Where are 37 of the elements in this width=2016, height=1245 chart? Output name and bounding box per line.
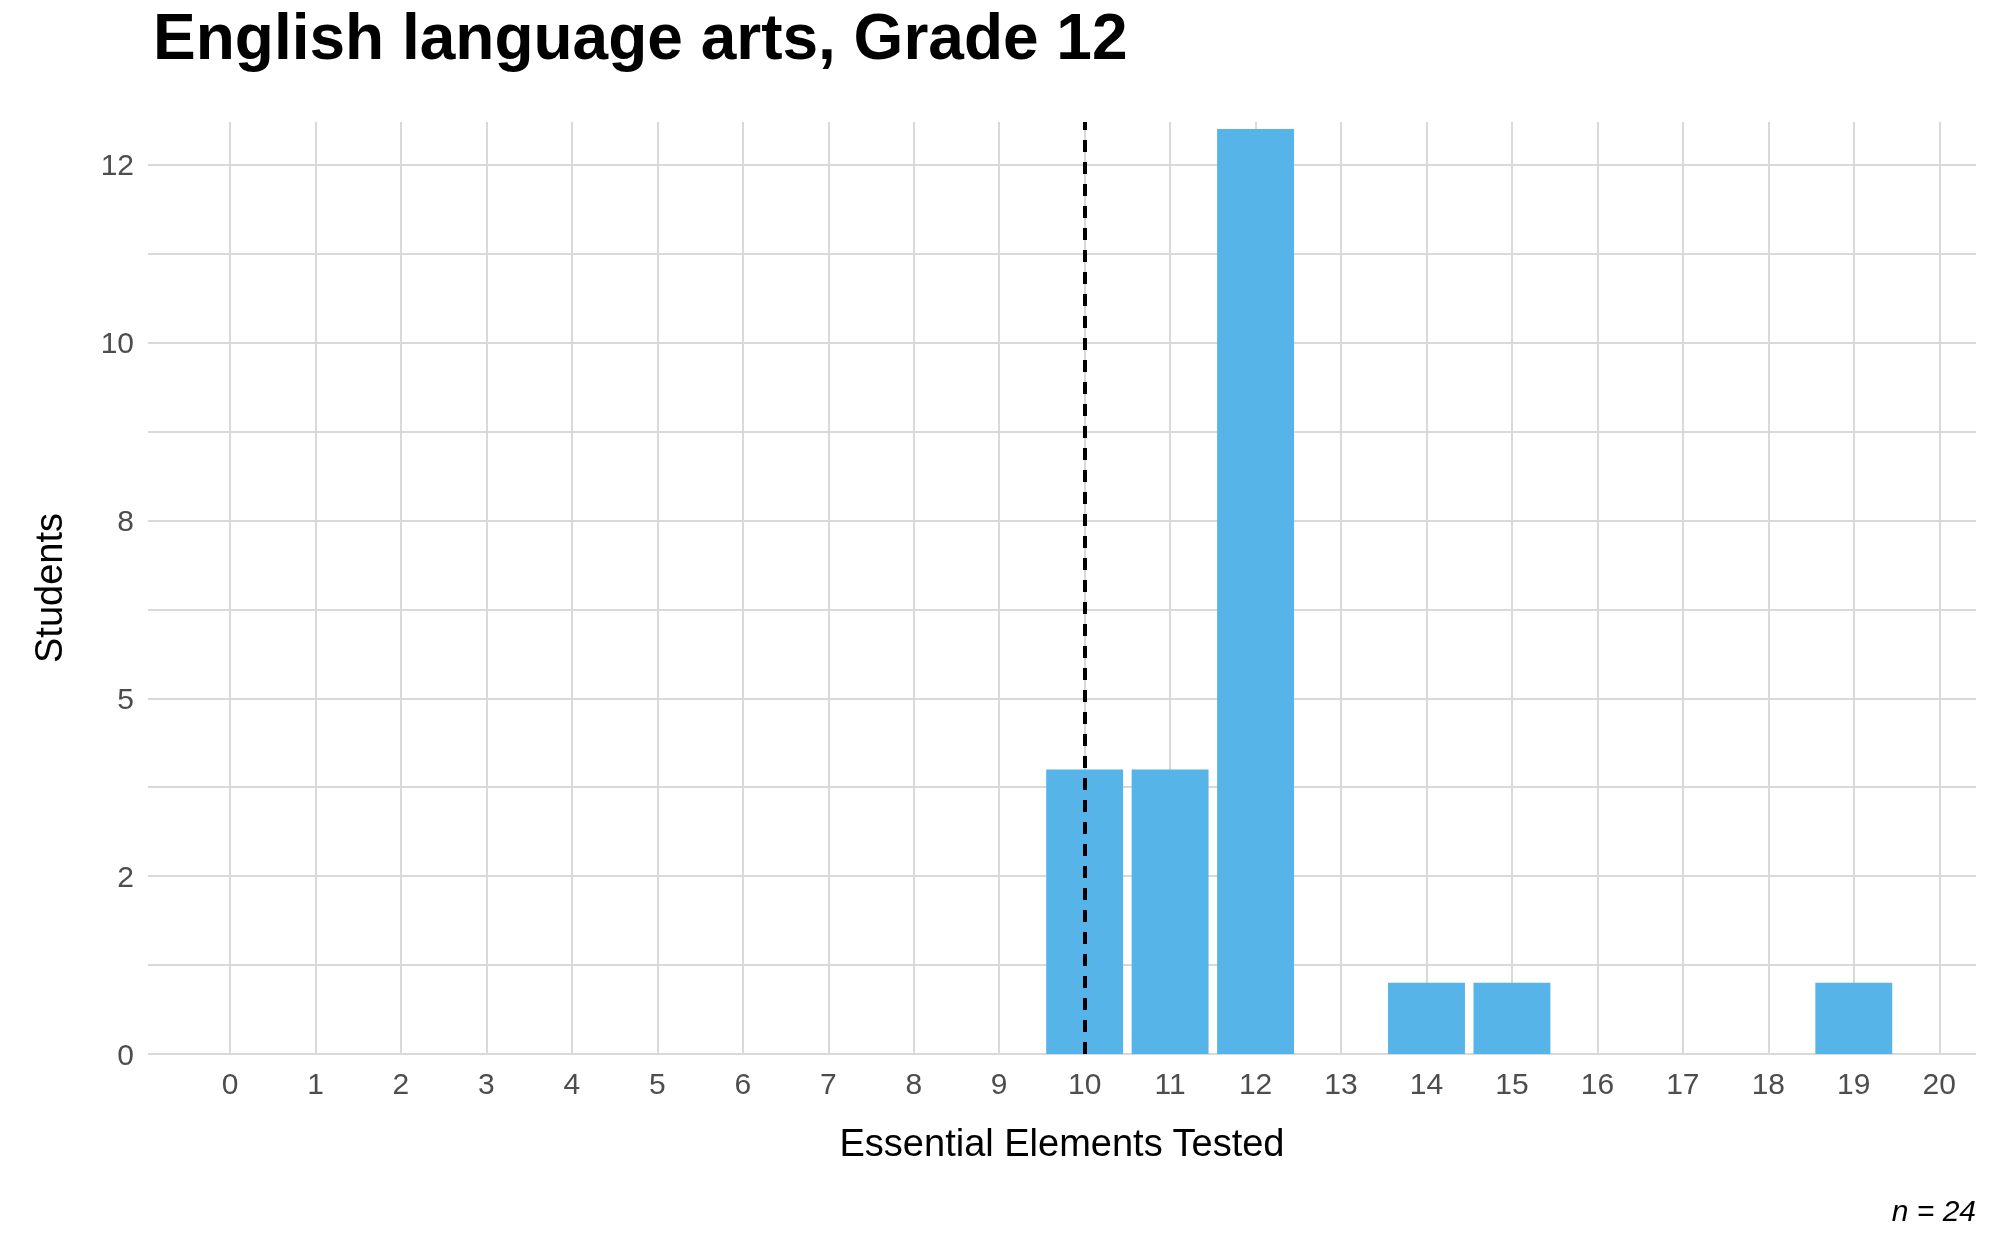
x-tick-label: 19 (1837, 1066, 1871, 1100)
bar (1046, 769, 1124, 1054)
x-tick-label: 0 (221, 1066, 239, 1100)
x-tick-label: 3 (478, 1066, 495, 1100)
bar (1388, 982, 1465, 1054)
y-tick-label: 0 (117, 1037, 134, 1071)
x-tick-label: 6 (734, 1066, 752, 1100)
bar (1217, 129, 1295, 1054)
x-tick-label: 13 (1324, 1066, 1358, 1100)
x-tick-label: 16 (1580, 1066, 1615, 1100)
y-tick-label: 12 (100, 148, 134, 182)
x-tick-label: 12 (1238, 1066, 1273, 1100)
x-tick-label: 7 (819, 1066, 837, 1100)
x-tick-label: 10 (1067, 1066, 1102, 1100)
bar (1815, 982, 1893, 1054)
x-tick-label: 14 (1409, 1066, 1444, 1100)
bar (1131, 769, 1209, 1054)
x-tick-label: 5 (649, 1066, 666, 1100)
y-tick-label: 5 (117, 681, 134, 715)
x-axis-title: Essential Elements Tested (839, 1122, 1285, 1164)
bar (1473, 982, 1551, 1054)
y-tick-label: 10 (100, 326, 134, 360)
x-tick-label: 1 (307, 1066, 324, 1100)
x-tick-label: 4 (563, 1066, 581, 1100)
text: n = 24 (1891, 1193, 1977, 1227)
x-tick-label: 20 (1922, 1066, 1956, 1100)
y-axis-title: Students (28, 513, 70, 663)
x-tick-label: 15 (1495, 1066, 1529, 1100)
x-tick-label: 17 (1666, 1066, 1700, 1100)
x-tick-label: 2 (392, 1066, 410, 1100)
x-tick-label: 18 (1751, 1066, 1786, 1100)
y-tick-label: 8 (117, 503, 134, 537)
x-tick-label: 8 (905, 1066, 923, 1100)
x-tick-label: 11 (1154, 1066, 1186, 1100)
chart-title: English language arts, Grade 12 (153, 1, 1128, 73)
x-tick-label: 9 (990, 1066, 1008, 1100)
y-tick-label: 2 (117, 859, 134, 893)
